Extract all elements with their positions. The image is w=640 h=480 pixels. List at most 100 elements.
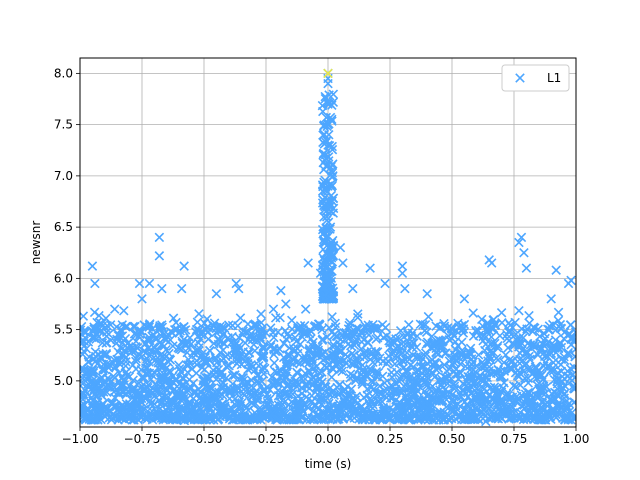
data-point xyxy=(270,414,281,425)
data-point xyxy=(447,406,457,417)
data-point xyxy=(334,408,344,419)
data-point xyxy=(254,377,264,387)
data-point xyxy=(467,366,477,377)
data-point xyxy=(464,414,475,425)
data-point xyxy=(253,360,264,371)
data-point xyxy=(400,391,411,402)
data-point xyxy=(152,386,163,396)
data-point xyxy=(318,253,328,263)
data-point xyxy=(215,336,226,346)
data-point xyxy=(320,259,331,270)
data-point xyxy=(394,357,405,368)
data-point xyxy=(448,403,458,413)
data-point xyxy=(322,215,332,226)
data-point xyxy=(392,367,402,378)
data-point xyxy=(349,340,360,351)
data-point xyxy=(195,386,206,397)
data-point xyxy=(133,349,144,360)
data-point xyxy=(87,415,98,425)
data-point xyxy=(323,68,333,79)
data-point xyxy=(431,343,441,354)
data-point xyxy=(500,406,510,416)
x-tick-label: 0.50 xyxy=(439,432,466,446)
data-point xyxy=(474,330,484,340)
data-point xyxy=(503,360,514,371)
data-point xyxy=(101,403,112,413)
data-point xyxy=(362,384,373,394)
data-point xyxy=(414,370,425,381)
data-point xyxy=(181,360,192,370)
y-tick-label: 5.0 xyxy=(54,374,73,388)
data-point xyxy=(110,362,121,373)
data-point xyxy=(412,397,423,407)
data-point xyxy=(364,330,374,340)
data-point xyxy=(365,365,376,376)
data-point xyxy=(523,378,534,388)
data-point xyxy=(381,358,392,369)
data-point xyxy=(333,357,344,367)
data-point xyxy=(435,385,445,395)
data-point xyxy=(270,313,281,323)
data-point xyxy=(226,412,236,423)
data-point xyxy=(395,325,406,336)
data-point xyxy=(525,340,536,350)
data-point xyxy=(556,385,567,396)
data-point xyxy=(334,346,345,357)
data-point xyxy=(113,387,124,397)
data-point xyxy=(441,348,451,358)
data-point xyxy=(101,338,111,348)
data-point xyxy=(526,394,536,405)
data-point xyxy=(372,389,382,400)
data-point xyxy=(262,400,272,411)
data-point xyxy=(185,333,195,343)
data-point xyxy=(521,263,532,273)
data-point xyxy=(456,325,467,335)
data-point xyxy=(80,402,87,412)
data-point xyxy=(559,355,570,366)
data-point xyxy=(86,407,97,417)
data-point xyxy=(87,261,98,271)
data-point xyxy=(542,397,552,408)
data-point xyxy=(343,406,354,416)
data-point xyxy=(544,349,555,360)
data-point xyxy=(122,370,132,381)
data-point xyxy=(423,338,434,349)
data-point xyxy=(88,415,99,425)
data-point xyxy=(168,341,178,351)
data-point xyxy=(106,335,116,345)
data-point xyxy=(300,304,311,314)
data-point xyxy=(347,348,357,359)
x-tick-label: −0.75 xyxy=(124,432,161,446)
data-point xyxy=(553,307,564,318)
data-point xyxy=(246,381,257,391)
data-point xyxy=(313,350,323,360)
data-point xyxy=(327,312,337,322)
data-point xyxy=(80,311,89,321)
data-point xyxy=(210,391,221,402)
data-point xyxy=(80,327,91,338)
data-point xyxy=(459,379,470,390)
data-point xyxy=(180,325,191,335)
data-point xyxy=(156,375,166,385)
data-point xyxy=(91,324,102,334)
data-point xyxy=(414,396,425,407)
data-point xyxy=(380,278,390,289)
data-point xyxy=(323,160,333,171)
x-tick-label: −0.25 xyxy=(248,432,285,446)
data-point xyxy=(274,365,285,376)
data-point xyxy=(273,414,284,424)
data-point xyxy=(233,320,243,331)
legend-label-l1: L1 xyxy=(547,71,561,85)
data-point xyxy=(240,414,251,425)
data-point xyxy=(504,413,515,424)
data-point xyxy=(458,404,469,415)
data-point xyxy=(178,414,188,425)
data-point xyxy=(102,380,113,391)
x-tick-label: 1.00 xyxy=(563,432,590,446)
data-point xyxy=(499,357,509,368)
y-tick-label: 8.0 xyxy=(54,66,73,80)
data-point xyxy=(190,388,200,398)
data-point xyxy=(397,370,408,380)
data-point xyxy=(249,320,259,330)
